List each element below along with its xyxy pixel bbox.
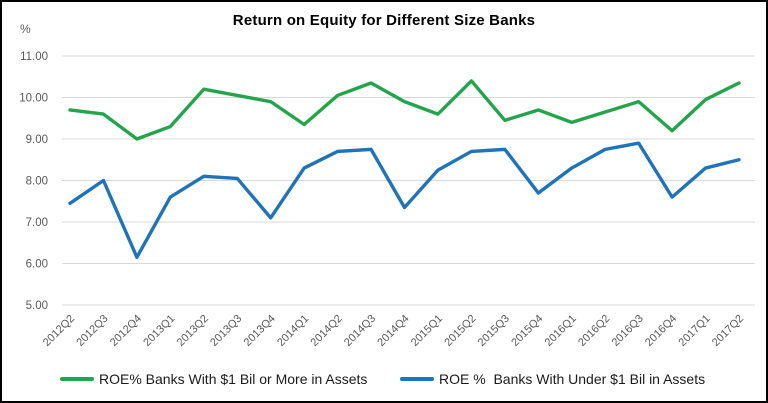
x-axis-tick-label: 2016Q2 bbox=[576, 313, 612, 349]
x-axis-tick-label: 2014Q2 bbox=[309, 313, 345, 349]
x-axis-tick-label: 2012Q4 bbox=[108, 313, 144, 349]
y-axis-tick-label: 11.00 bbox=[20, 51, 48, 63]
x-axis-tick-label: 2016Q4 bbox=[643, 313, 679, 349]
x-axis-tick-label: 2014Q4 bbox=[375, 313, 411, 349]
x-axis-tick-label: 2013Q2 bbox=[175, 313, 211, 349]
x-axis-tick-label: 2012Q2 bbox=[41, 313, 77, 349]
x-axis-tick-label: 2013Q3 bbox=[208, 313, 244, 349]
y-axis-unit-label: % bbox=[20, 22, 31, 36]
x-axis-tick-label: 2014Q1 bbox=[275, 313, 311, 349]
legend-line-swatch-blue bbox=[400, 377, 434, 381]
x-axis-tick-label: 2015Q1 bbox=[409, 313, 445, 349]
x-axis-tick-label: 2013Q4 bbox=[242, 313, 278, 349]
y-axis-tick-label: 6.00 bbox=[26, 259, 48, 271]
y-axis-tick-label: 9.00 bbox=[26, 134, 48, 146]
x-axis-tick-label: 2017Q1 bbox=[676, 313, 712, 349]
x-axis-tick-label: 2016Q3 bbox=[610, 313, 646, 349]
x-axis-tick-label: 2015Q4 bbox=[509, 313, 545, 349]
y-axis-tick-label: 10.00 bbox=[19, 93, 48, 105]
series-line-1 bbox=[68, 141, 741, 259]
legend: ROE% Banks With $1 Bil or More in Assets… bbox=[2, 365, 766, 393]
legend-label-large-banks: ROE% Banks With $1 Bil or More in Assets bbox=[99, 371, 368, 387]
legend-item-large-banks[interactable]: ROE% Banks With $1 Bil or More in Assets bbox=[60, 365, 367, 393]
legend-line-swatch-green bbox=[60, 377, 94, 381]
legend-label-small-banks: ROE % Banks With Under $1 Bil in Assets bbox=[439, 371, 706, 387]
y-axis-tick-label: 7.00 bbox=[26, 217, 48, 229]
x-axis-tick-label: 2015Q2 bbox=[442, 313, 478, 349]
x-axis-tick-label: 2013Q1 bbox=[141, 313, 177, 349]
x-axis-tick-label: 2015Q3 bbox=[476, 313, 512, 349]
legend-item-small-banks[interactable]: ROE % Banks With Under $1 Bil in Assets bbox=[400, 365, 705, 393]
x-axis-tick-label: 2017Q2 bbox=[710, 313, 746, 349]
series-line-0 bbox=[68, 79, 741, 141]
y-axis-tick-label: 8.00 bbox=[26, 176, 48, 188]
x-axis-tick-label: 2012Q3 bbox=[74, 313, 110, 349]
x-axis-tick-label: 2016Q1 bbox=[543, 313, 579, 349]
x-axis-tick-label: 2014Q3 bbox=[342, 313, 378, 349]
chart-title: Return on Equity for Different Size Bank… bbox=[232, 12, 536, 29]
y-axis-tick-label: 5.00 bbox=[26, 300, 48, 312]
